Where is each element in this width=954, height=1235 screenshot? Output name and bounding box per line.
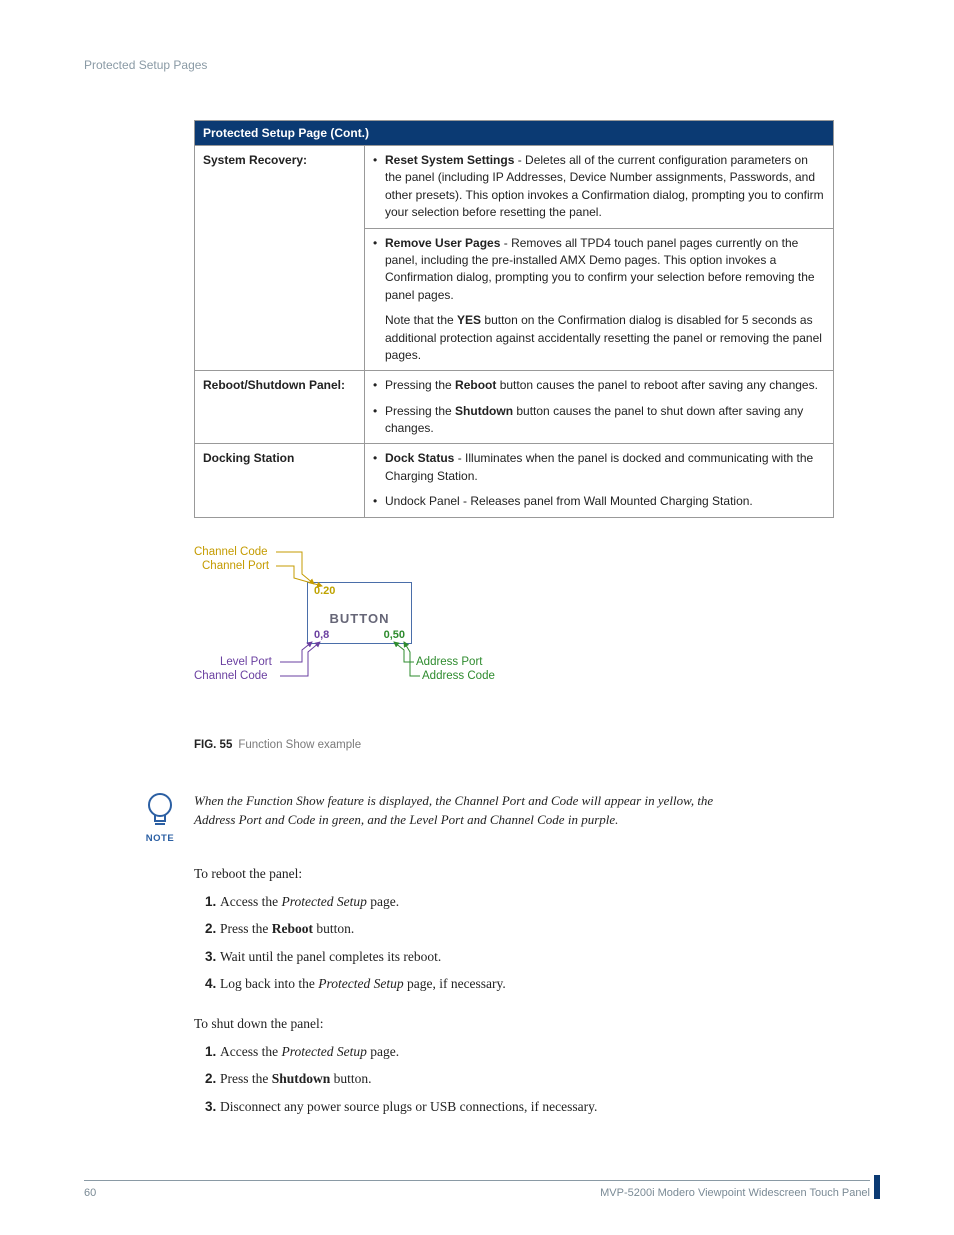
bullet-spacer bbox=[373, 312, 385, 364]
table-row: System Recovery: • Reset System Settings… bbox=[195, 146, 834, 229]
lead: Reset System Settings bbox=[385, 153, 514, 167]
lead: Dock Status bbox=[385, 451, 454, 465]
bullet-dot: • bbox=[373, 493, 385, 510]
button-box: 0.20 BUTTON 0,8 0,50 bbox=[307, 582, 412, 644]
post: button. bbox=[330, 1071, 371, 1086]
bullet-text: Pressing the Reboot button causes the pa… bbox=[385, 377, 825, 394]
bullet-text: Remove User Pages - Removes all TPD4 tou… bbox=[385, 235, 825, 305]
section-header: Protected Setup Pages bbox=[84, 58, 870, 72]
bullet-text: Note that the YES button on the Confirma… bbox=[385, 312, 825, 364]
note-line: Note that the YES button on the Confirma… bbox=[373, 312, 825, 364]
bullet-item: • Reset System Settings - Deletes all of… bbox=[373, 152, 825, 222]
step: Disconnect any power source plugs or USB… bbox=[220, 1097, 870, 1117]
bullet-item: • Pressing the Reboot button causes the … bbox=[373, 377, 825, 394]
pre: Access the bbox=[220, 894, 281, 909]
steps-reboot: Access the Protected Setup page. Press t… bbox=[194, 892, 870, 994]
row-cell: • Dock Status - Illuminates when the pan… bbox=[365, 444, 834, 517]
step: Press the Reboot button. bbox=[220, 919, 870, 939]
row-label: Reboot/Shutdown Panel: bbox=[195, 371, 365, 444]
note-label: NOTE bbox=[136, 833, 184, 844]
pre: Log back into the bbox=[220, 976, 318, 991]
post: button. bbox=[313, 921, 354, 936]
note-text: When the Function Show feature is displa… bbox=[194, 791, 754, 844]
row-cell: • Pressing the Reboot button causes the … bbox=[365, 371, 834, 444]
page: Protected Setup Pages Protected Setup Pa… bbox=[0, 0, 954, 1235]
footer-doc-title: MVP-5200i Modero Viewpoint Widescreen To… bbox=[600, 1187, 870, 1199]
pre: Access the bbox=[220, 1044, 281, 1059]
page-number: 60 bbox=[84, 1187, 96, 1199]
bold: YES bbox=[457, 313, 481, 327]
em: Protected Setup bbox=[318, 976, 403, 991]
bullet-item: • Pressing the Shutdown button causes th… bbox=[373, 403, 825, 438]
bullet-dot: • bbox=[373, 403, 385, 438]
bold: Reboot bbox=[455, 378, 496, 392]
post: page, if necessary. bbox=[404, 976, 506, 991]
box-br-value: 0,50 bbox=[384, 629, 405, 641]
function-show-diagram: Channel Code Channel Port Level Port Cha… bbox=[194, 546, 534, 701]
bullet-item: • Dock Status - Illuminates when the pan… bbox=[373, 450, 825, 485]
label-level-port: Level Port bbox=[220, 656, 272, 669]
bullet-item: • Undock Panel - Releases panel from Wal… bbox=[373, 493, 825, 510]
bullet-text: Reset System Settings - Deletes all of t… bbox=[385, 152, 825, 222]
footer-accent bbox=[874, 1175, 880, 1199]
figure-number: FIG. 55 bbox=[194, 739, 232, 751]
step: Access the Protected Setup page. bbox=[220, 892, 870, 912]
table-row: Reboot/Shutdown Panel: • Pressing the Re… bbox=[195, 371, 834, 444]
lead: Remove User Pages bbox=[385, 236, 500, 250]
bullet-dot: • bbox=[373, 450, 385, 485]
table-title: Protected Setup Page (Cont.) bbox=[195, 121, 834, 146]
figure-text: Function Show example bbox=[238, 739, 361, 751]
bold: Reboot bbox=[272, 921, 313, 936]
post: page. bbox=[367, 894, 399, 909]
note-block: NOTE When the Function Show feature is d… bbox=[136, 791, 870, 844]
pre: Pressing the bbox=[385, 404, 455, 418]
bullet-text: Dock Status - Illuminates when the panel… bbox=[385, 450, 825, 485]
post: page. bbox=[367, 1044, 399, 1059]
content-area: Protected Setup Page (Cont.) System Reco… bbox=[194, 120, 870, 1117]
box-bl-value: 0,8 bbox=[314, 629, 329, 641]
bullet-dot: • bbox=[373, 377, 385, 394]
label-channel-port: Channel Port bbox=[202, 560, 269, 573]
bullet-dot: • bbox=[373, 152, 385, 222]
step: Access the Protected Setup page. bbox=[220, 1042, 870, 1062]
box-top-value: 0.20 bbox=[314, 585, 335, 597]
step: Log back into the Protected Setup page, … bbox=[220, 974, 870, 994]
bullet-text: Undock Panel - Releases panel from Wall … bbox=[385, 493, 825, 510]
label-channel-code-bottom: Channel Code bbox=[194, 670, 268, 683]
bullet-dot: • bbox=[373, 235, 385, 305]
bold: Shutdown bbox=[455, 404, 513, 418]
steps-shutdown: Access the Protected Setup page. Press t… bbox=[194, 1042, 870, 1117]
intro-reboot: To reboot the panel: bbox=[194, 866, 870, 882]
bold: Shutdown bbox=[272, 1071, 331, 1086]
row-cell: • Remove User Pages - Removes all TPD4 t… bbox=[365, 228, 834, 371]
em: Protected Setup bbox=[281, 894, 366, 909]
intro-shutdown: To shut down the panel: bbox=[194, 1016, 870, 1032]
label-channel-code-top: Channel Code bbox=[194, 546, 268, 559]
note-icon: NOTE bbox=[136, 791, 184, 844]
post: button causes the panel to reboot after … bbox=[496, 378, 818, 392]
row-label: Docking Station bbox=[195, 444, 365, 517]
bullet-item: • Remove User Pages - Removes all TPD4 t… bbox=[373, 235, 825, 305]
em: Protected Setup bbox=[281, 1044, 366, 1059]
figure-caption: FIG. 55 Function Show example bbox=[194, 739, 870, 751]
label-address-code: Address Code bbox=[422, 670, 495, 683]
pre: Press the bbox=[220, 1071, 272, 1086]
bullet-text: Pressing the Shutdown button causes the … bbox=[385, 403, 825, 438]
footer: 60 MVP-5200i Modero Viewpoint Widescreen… bbox=[84, 1180, 870, 1199]
pre: Pressing the bbox=[385, 378, 455, 392]
step: Wait until the panel completes its reboo… bbox=[220, 947, 870, 967]
table-row: Docking Station • Dock Status - Illumina… bbox=[195, 444, 834, 517]
setup-table: Protected Setup Page (Cont.) System Reco… bbox=[194, 120, 834, 518]
step: Press the Shutdown button. bbox=[220, 1069, 870, 1089]
row-label: System Recovery: bbox=[195, 146, 365, 371]
label-address-port: Address Port bbox=[416, 656, 482, 669]
pre: Note that the bbox=[385, 313, 457, 327]
box-mid-label: BUTTON bbox=[308, 611, 411, 626]
pre: Press the bbox=[220, 921, 272, 936]
row-cell: • Reset System Settings - Deletes all of… bbox=[365, 146, 834, 229]
